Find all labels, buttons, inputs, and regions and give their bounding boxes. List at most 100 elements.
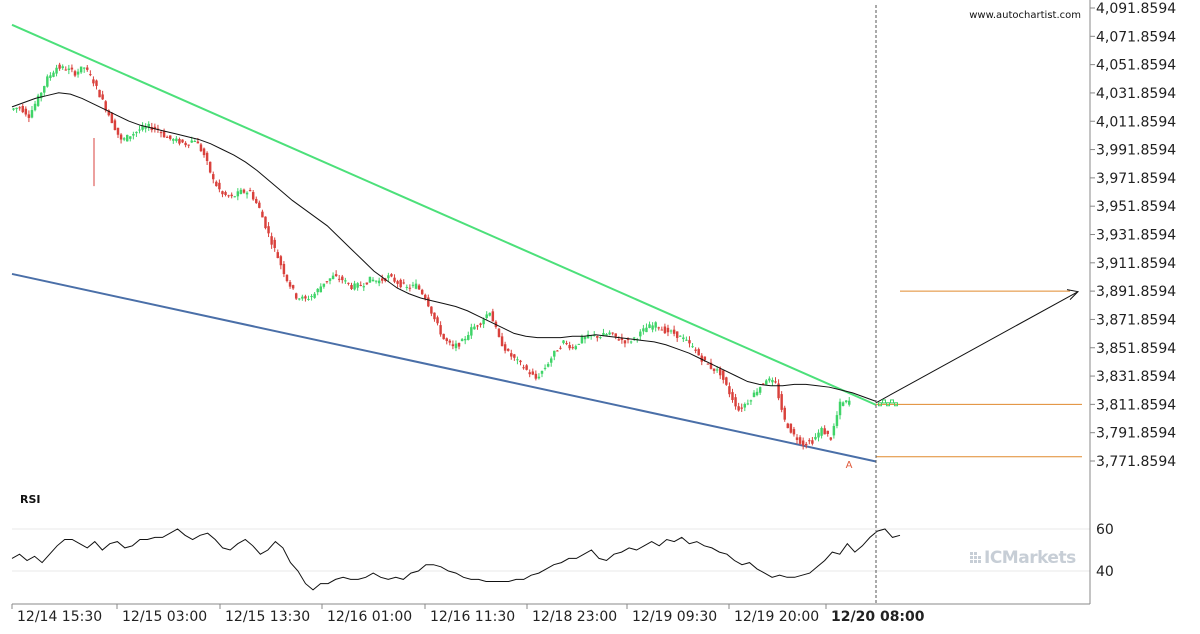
candle-body	[718, 368, 722, 376]
candle-body	[313, 293, 316, 298]
projection-arrow-head	[1066, 289, 1080, 300]
candle-body	[73, 71, 77, 76]
candle-body	[304, 296, 307, 299]
candle-body	[886, 402, 890, 407]
x-tick-label: 12/15 13:30	[225, 609, 310, 625]
candle-body	[104, 101, 107, 111]
candle-body	[795, 437, 799, 440]
candle-body	[261, 211, 264, 218]
y-tick-label: 4,051.8594	[1096, 58, 1176, 74]
candle-body	[712, 368, 716, 371]
candle-body	[789, 423, 793, 433]
candle-body	[417, 285, 421, 290]
candle-body	[574, 346, 578, 350]
candle-body	[371, 279, 375, 282]
candle-body	[282, 263, 286, 275]
candle-body	[125, 134, 129, 142]
y-tick-label: 3,811.8594	[1096, 397, 1176, 413]
axes: 4,091.8594 4,071.8594 4,051.8594 4,031.8594…	[11, 0, 1176, 625]
candle-body	[844, 400, 848, 403]
candle-body	[703, 356, 707, 361]
candle-body	[119, 134, 123, 140]
brand-text: ICMarkets	[984, 548, 1076, 568]
watermark-text: www.autochartist.com	[969, 10, 1081, 21]
candle-body	[310, 296, 313, 298]
rsi-indicator: 60 40	[11, 522, 1114, 591]
rsi-line	[11, 528, 901, 591]
candle-body	[669, 330, 673, 332]
rsi-tick-label: 60	[1096, 522, 1114, 538]
candle-body	[322, 283, 326, 287]
candle-body	[288, 282, 292, 287]
candle-body	[221, 191, 224, 195]
candle-body	[135, 131, 138, 134]
candle-body	[743, 403, 747, 408]
candle-body	[242, 189, 246, 193]
candle-body	[614, 333, 617, 337]
candle-body	[599, 337, 602, 339]
candle-body	[98, 89, 101, 98]
candle-body	[626, 338, 630, 341]
candle-body	[583, 336, 587, 340]
candle-body	[528, 372, 531, 375]
candle-body	[553, 350, 556, 357]
candle-body	[768, 378, 771, 381]
candle-body	[30, 110, 34, 118]
candle-body	[144, 126, 147, 129]
candle-body	[882, 399, 886, 404]
candle-body	[663, 326, 667, 334]
y-tick-label: 3,771.8594	[1096, 454, 1176, 470]
candle-body	[276, 252, 279, 259]
candle-body	[491, 311, 495, 322]
candle-body	[577, 343, 581, 345]
candle-body	[255, 198, 258, 204]
candle-body	[608, 332, 611, 335]
y-tick-label: 3,951.8594	[1096, 199, 1176, 215]
candle-body	[172, 139, 175, 141]
candle-body	[746, 403, 750, 405]
candle-body	[24, 108, 28, 115]
candle-body	[786, 423, 790, 429]
candle-body	[632, 337, 636, 339]
candle-body	[408, 287, 412, 289]
candle-body	[448, 340, 452, 343]
candle-body	[387, 275, 390, 279]
candle-body	[138, 129, 141, 131]
candle-body	[218, 182, 221, 190]
candle-body	[808, 440, 811, 442]
candle-body	[353, 283, 356, 290]
candle-body	[129, 136, 132, 139]
candle-body	[780, 394, 783, 410]
candle-body	[43, 86, 46, 93]
candle-body	[467, 335, 470, 340]
y-tick-label: 3,871.8594	[1096, 312, 1176, 328]
candle-body	[654, 322, 657, 328]
candle-body	[359, 284, 362, 286]
candle-body	[715, 369, 719, 371]
candle-body	[629, 341, 633, 343]
candle-body	[212, 174, 215, 180]
projection-arrow	[875, 291, 1079, 404]
candle-body	[473, 326, 476, 330]
candle-body	[749, 400, 753, 402]
candle-body	[356, 283, 359, 288]
candle-body	[814, 436, 817, 440]
x-tick-label: 12/19 09:30	[632, 609, 717, 625]
candle-body	[251, 192, 255, 200]
candle-body	[414, 283, 418, 289]
candle-body	[116, 127, 120, 135]
candle-body	[319, 286, 323, 293]
candle-body	[374, 280, 378, 282]
candle-body	[580, 336, 584, 344]
candle-body	[565, 343, 568, 345]
candle-body	[617, 339, 621, 341]
candle-body	[688, 340, 691, 344]
candle-body	[325, 281, 329, 283]
moving-average-line	[11, 92, 877, 402]
y-tick-label: 4,071.8594	[1096, 29, 1176, 45]
candle-body	[820, 427, 823, 436]
candle-body	[755, 391, 759, 396]
y-tick-label: 3,991.8594	[1096, 143, 1176, 159]
candle-body	[49, 75, 52, 78]
